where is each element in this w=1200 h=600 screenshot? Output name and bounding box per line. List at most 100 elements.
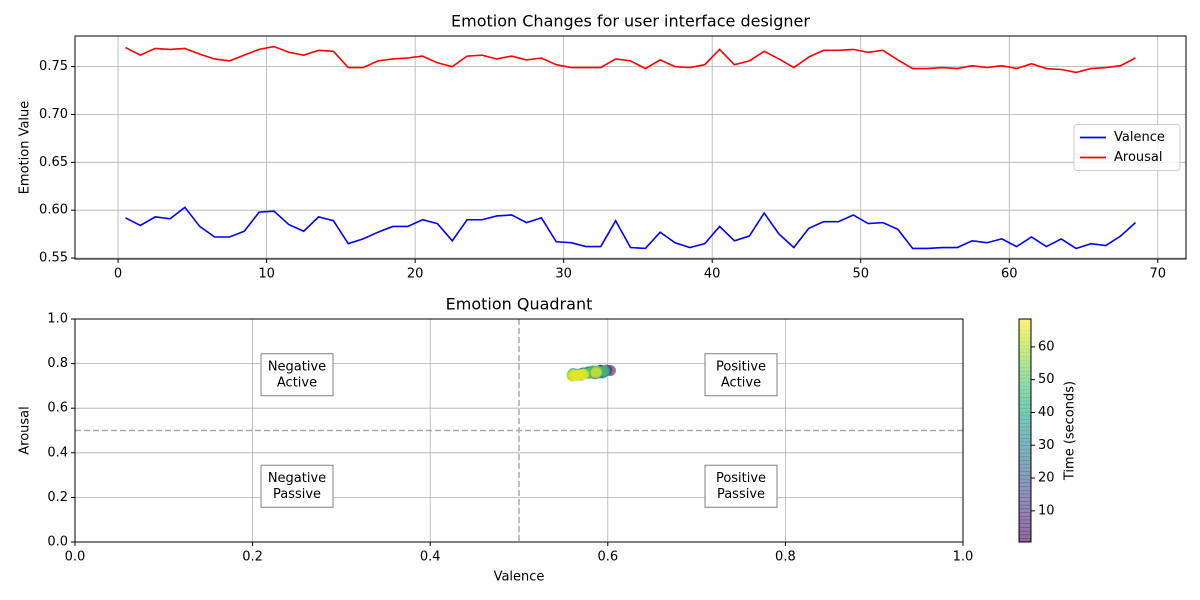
quadrant-label-text: Passive	[273, 487, 321, 502]
colorbar-segment	[1019, 497, 1031, 502]
colorbar-segment	[1019, 356, 1031, 361]
colorbar-segment	[1019, 411, 1031, 417]
x-tick-label: 0.8	[775, 550, 796, 565]
colorbar-segment	[1019, 345, 1031, 350]
colorbar-frame	[1018, 318, 1032, 543]
y-tick-label: 0.0	[47, 535, 68, 550]
quadrant-label-text: Positive	[716, 471, 766, 486]
colorbar-segment	[1019, 415, 1031, 420]
colorbar-segment	[1019, 419, 1031, 424]
y-tick-label: 0.55	[39, 251, 68, 266]
colorbar-segment	[1019, 456, 1031, 461]
x-axis-label: Valence	[494, 570, 545, 585]
quadrant-label-text: Positive	[716, 359, 766, 374]
colorbar-segment	[1019, 352, 1031, 357]
colorbar-segment	[1019, 530, 1031, 536]
colorbar-segment	[1019, 534, 1031, 539]
x-tick-label: 0.4	[420, 550, 441, 565]
legend-label: Valence	[1114, 130, 1165, 145]
colorbar-segment	[1019, 341, 1031, 346]
x-tick-label: 0	[114, 267, 122, 282]
colorbar-segment	[1019, 538, 1031, 543]
colorbar-segment	[1019, 367, 1031, 372]
scatter-point	[569, 369, 581, 381]
colorbar-segment	[1019, 445, 1031, 450]
colorbar-tick-label: 60	[1038, 339, 1055, 354]
colorbar-segment	[1019, 363, 1031, 368]
colorbar-segment	[1019, 326, 1031, 331]
colorbar-segment	[1019, 333, 1031, 339]
colorbar-segment	[1019, 437, 1031, 443]
colorbar-segment	[1019, 508, 1031, 513]
quadrant-label-text: Negative	[268, 471, 326, 486]
colorbar-segment	[1019, 397, 1031, 402]
colorbar-segment	[1019, 434, 1031, 439]
colorbar-segment	[1019, 389, 1031, 394]
axes-frame	[74, 318, 964, 543]
y-tick-label: 0.75	[39, 59, 68, 74]
quadrant-label-box	[260, 353, 334, 397]
quadrant-label-box	[704, 464, 778, 508]
colorbar-segment	[1019, 330, 1031, 335]
colorbar-segment	[1019, 452, 1031, 458]
colorbar-segment	[1019, 471, 1031, 476]
x-tick-label: 0.0	[65, 550, 86, 565]
y-tick-label: 0.60	[39, 203, 68, 218]
x-tick-label: 30	[555, 267, 572, 282]
legend-label: Arousal	[1114, 150, 1163, 165]
colorbar-segment	[1019, 426, 1031, 431]
colorbar-segment	[1019, 523, 1031, 528]
colorbar-segment	[1019, 441, 1031, 446]
colorbar-segment	[1019, 486, 1031, 491]
y-axis-label: Emotion Value	[18, 101, 33, 195]
colorbar-segment	[1019, 374, 1031, 379]
colorbar-segment	[1019, 337, 1031, 342]
y-axis-label: Arousal	[18, 406, 33, 455]
quadrant-label-text: Negative	[268, 359, 326, 374]
colorbar-segment	[1019, 475, 1031, 480]
x-tick-label: 10	[258, 267, 275, 282]
y-tick-label: 0.65	[39, 155, 68, 170]
colorbar-segment	[1019, 430, 1031, 435]
x-tick-label: 70	[1150, 267, 1167, 282]
colorbar-segment	[1019, 400, 1031, 405]
y-tick-label: 0.70	[39, 107, 68, 122]
axes-frame	[74, 35, 1187, 260]
legend-box	[1073, 124, 1181, 171]
quadrant-label-box	[704, 353, 778, 397]
colorbar-segment	[1019, 527, 1031, 532]
colorbar-segment	[1019, 463, 1031, 469]
chart-title: Emotion Changes for user interface desig…	[451, 12, 810, 31]
quadrant-label-box	[260, 464, 334, 508]
colorbar-segment	[1019, 322, 1031, 327]
colorbar-segment	[1019, 501, 1031, 506]
colorbar-segment	[1019, 408, 1031, 413]
colorbar-segment	[1019, 404, 1031, 409]
colorbar-segment	[1019, 467, 1031, 472]
colorbar-segment	[1019, 460, 1031, 465]
quadrant-label-text: Active	[721, 375, 761, 390]
colorbar-segment	[1019, 382, 1031, 387]
x-tick-label: 50	[852, 267, 869, 282]
chart-title: Emotion Quadrant	[446, 295, 593, 314]
line-series	[125, 45, 1136, 74]
colorbar-segment	[1019, 515, 1031, 521]
line-series	[125, 206, 1137, 250]
colorbar-segment	[1019, 371, 1031, 376]
x-tick-label: 20	[407, 267, 424, 282]
colorbar-segment	[1019, 482, 1031, 487]
y-tick-label: 1.0	[47, 312, 68, 327]
x-tick-label: 0.6	[597, 550, 618, 565]
colorbar-segment	[1019, 359, 1031, 365]
colorbar-segment	[1019, 393, 1031, 398]
y-tick-label: 0.4	[47, 445, 68, 460]
colorbar-label: Time (seconds)	[1063, 381, 1078, 481]
colorbar-tick-label: 20	[1038, 471, 1055, 486]
x-tick-label: 60	[1001, 267, 1018, 282]
